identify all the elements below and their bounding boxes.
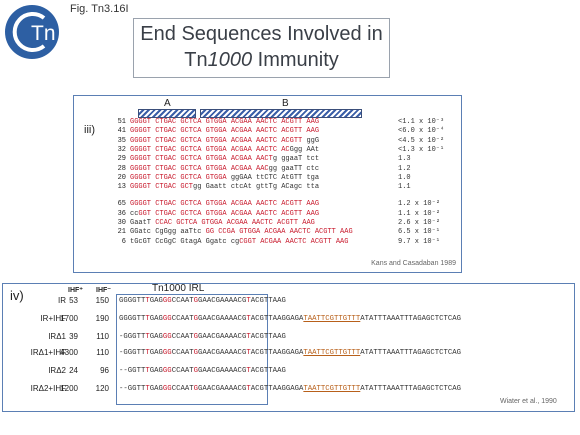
iv-row-ihf-b: 150 bbox=[95, 296, 109, 305]
panel-iv-label: iv) bbox=[10, 288, 24, 303]
row-number: 32 bbox=[117, 145, 126, 154]
iv-row-ihf-a: 53 bbox=[69, 296, 78, 305]
row-value: 1.2 x 10⁻² bbox=[398, 200, 441, 209]
region-a-bar bbox=[138, 109, 196, 118]
iv-row-sequence: GGGGTTTGAGGGCCAATGGAACGAAAACGTACGTTAAG bbox=[119, 296, 286, 305]
panel-iii-label: iii) bbox=[84, 124, 95, 136]
row-value: 9.7 x 10⁻¹ bbox=[398, 237, 441, 246]
iv-row-sequence: -GGGTTTGAGGGCCAATGGAACGAAAACGTACGTTAAGGA… bbox=[119, 348, 462, 357]
panel-iv bbox=[2, 283, 575, 412]
row-value: <4.5 x 10⁻² bbox=[398, 136, 445, 145]
region-a-label: A bbox=[164, 98, 171, 109]
title-line-2: Tn1000 Immunity bbox=[184, 49, 339, 71]
logo: Tn bbox=[4, 4, 60, 60]
tn1000-irl-label: Tn1000 IRL bbox=[152, 283, 205, 294]
iv-row-ihf-b: 120 bbox=[95, 384, 109, 393]
iv-row-ihf-a: 1700 bbox=[60, 314, 78, 323]
row-value: 1.3 bbox=[398, 155, 411, 164]
row-number: 29 bbox=[117, 155, 126, 164]
title-line-1: End Sequences Involved in bbox=[140, 23, 383, 45]
row-sequence: GGGGT CTGAC GCTCA GTGGA ACGAA AACTC ACGT… bbox=[130, 200, 320, 209]
tn1000-irl-box bbox=[116, 294, 268, 405]
row-sequence: GGGGT CTGAC GCTCA GTGGA ACGAA AACTC ACGT… bbox=[130, 118, 320, 126]
row-value: 1.2 bbox=[398, 164, 411, 173]
row-sequence: GGatc CgGgg aaTtc GG CCGA GTGGA ACGAA AA… bbox=[130, 228, 353, 237]
credit-kans: Kans and Casadaban 1989 bbox=[371, 260, 456, 267]
iv-row-ihf-a: 39 bbox=[69, 332, 78, 341]
iv-row-sequence: --GGTTTGAGGGCCAATGGAACGAAAACGTACGTTAAGGA… bbox=[119, 384, 462, 393]
panel-iii: iii) A B 51 GGGGT CTGAC GCTCA GTGGA ACGAA… bbox=[73, 95, 462, 273]
row-number: 30 bbox=[117, 219, 126, 227]
row-value: 6.5 x 10⁻¹ bbox=[398, 228, 441, 237]
row-sequence: ccGGT CTGAC GCTCA GTGGA ACGAA AACTC ACGT… bbox=[130, 209, 320, 218]
region-b-label: B bbox=[282, 98, 289, 109]
iv-row-sequence: --GGTTTGAGGGCCAATGGAACGAAAACGTACGTTAAG bbox=[119, 366, 286, 375]
row-number: 21 bbox=[117, 228, 126, 237]
iv-row-ihf-b: 96 bbox=[100, 366, 109, 375]
title-box: End Sequences Involved in Tn1000 Immunit… bbox=[133, 18, 390, 78]
iv-row-ihf-a: 4300 bbox=[60, 348, 78, 357]
row-number: 51 bbox=[117, 118, 126, 126]
row-value: 2.6 x 10⁻² bbox=[398, 219, 441, 227]
iv-row-name: IRΔ1+IHF bbox=[30, 348, 66, 357]
row-value: <1.3 x 10⁻¹ bbox=[398, 145, 445, 154]
row-sequence: GGGGT CTGAC GCTCA GTGGA ACGAA AACgg gaaT… bbox=[130, 164, 320, 173]
row-value: <6.0 x 10⁻⁴ bbox=[398, 127, 445, 136]
row-sequence: GGGGT CTGAC GCTCA GTGGA ACGAA AACTg ggaa… bbox=[130, 155, 320, 164]
row-value: <1.1 x 10⁻³ bbox=[398, 118, 445, 126]
header-ihf-a: IHF⁺ bbox=[68, 287, 83, 294]
header-ihf-b: IHF⁻ bbox=[96, 287, 111, 294]
row-number: 65 bbox=[117, 200, 126, 209]
iv-row-name: IRΔ2+IHF bbox=[30, 384, 66, 393]
iv-row-ihf-a: 24 bbox=[69, 366, 78, 375]
region-b-bar bbox=[200, 109, 362, 118]
row-number: 6 bbox=[121, 237, 126, 246]
row-number: 13 bbox=[117, 183, 126, 192]
row-sequence: GGGGT CTGAC GCTgg Gaatt ctcAt gttTg ACag… bbox=[130, 183, 320, 192]
row-value: 1.1 x 10⁻² bbox=[398, 209, 441, 218]
row-value: 1.0 bbox=[398, 173, 411, 182]
figure-label: Fig. Tn3.16I bbox=[70, 3, 129, 15]
logo-text: Tn bbox=[31, 22, 56, 45]
row-sequence: GGGGT CTGAC GCTCA GTGGA ACGAA AACTC ACGT… bbox=[130, 127, 320, 136]
iv-row-sequence: -GGGTTTGAGGGCCAATGGAACGAAAACGTACGTTAAG bbox=[119, 332, 286, 341]
credit-wiater: Wiater et al., 1990 bbox=[500, 398, 557, 405]
row-sequence: GaatT CCAC GCTCA GTGGA ACGAA AACTC ACGTT… bbox=[130, 219, 315, 227]
row-sequence: GGGGT CTGAC GCTCA GTGGA ggGAA ttCTC AtGT… bbox=[130, 173, 320, 182]
row-value: 1.1 bbox=[398, 183, 411, 192]
iv-row-name: IR bbox=[58, 296, 66, 305]
row-sequence: tGcGT CcGgC GtagA Ggatc cgCGGT ACGAA AAC… bbox=[130, 237, 349, 246]
row-number: 20 bbox=[117, 173, 126, 182]
tn-logo-icon: Tn bbox=[5, 5, 59, 59]
iv-row-ihf-b: 190 bbox=[95, 314, 109, 323]
iv-row-ihf-b: 110 bbox=[96, 348, 109, 357]
row-number: 36 bbox=[117, 209, 126, 218]
iv-row-ihf-a: 1200 bbox=[60, 384, 78, 393]
row-number: 28 bbox=[117, 164, 126, 173]
iv-row-name: IR+IHF bbox=[40, 314, 66, 323]
iv-row-name: IRΔ1 bbox=[48, 332, 66, 341]
row-number: 41 bbox=[117, 127, 126, 136]
iv-row-name: IRΔ2 bbox=[48, 366, 66, 375]
iv-row-sequence: GGGGTTTGAGGGCCAATGGAACGAAAACGTACGTTAAGGA… bbox=[119, 314, 462, 323]
row-number: 35 bbox=[117, 136, 126, 145]
row-sequence: GGGGT CTGAC GCTCA GTGGA ACGAA AACTC ACGg… bbox=[130, 145, 320, 154]
row-sequence: GGGGT CTGAC GCTCA GTGGA ACGAA AACTC ACGT… bbox=[130, 136, 320, 145]
iv-row-ihf-b: 110 bbox=[96, 332, 109, 341]
